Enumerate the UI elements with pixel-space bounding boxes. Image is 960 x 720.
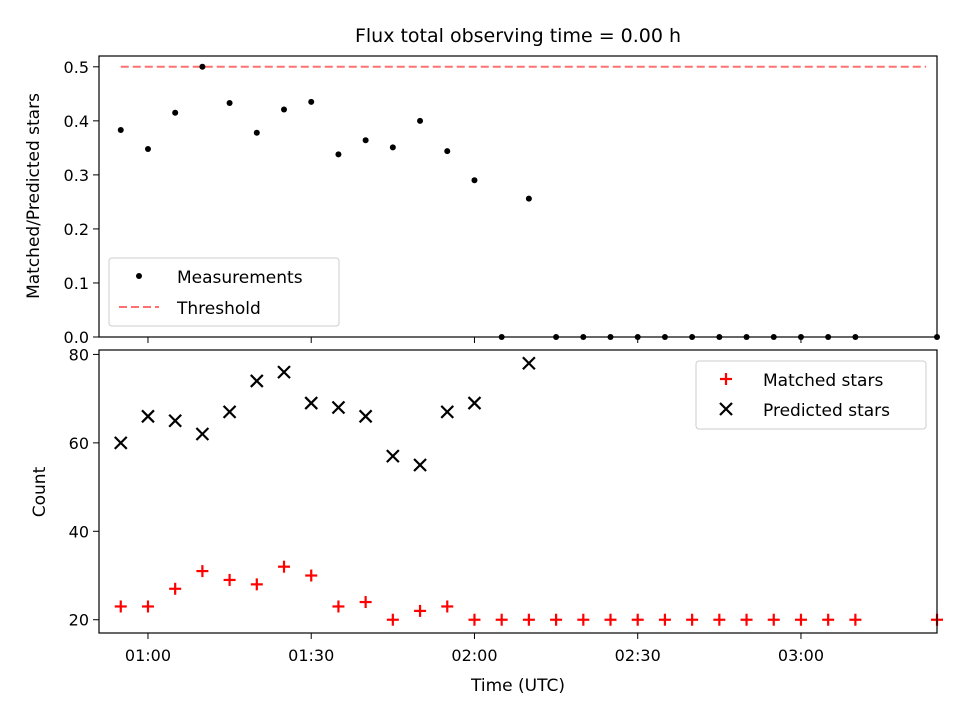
matched-star-point (550, 613, 563, 626)
measurement-point (117, 127, 124, 134)
measurement-point (199, 63, 206, 70)
matched-star-point (794, 613, 807, 626)
predicted-star-point (467, 396, 482, 410)
matched-star-point (441, 600, 454, 613)
bottom-y-axis-label: Count (30, 466, 50, 517)
predicted-star-point (195, 427, 210, 441)
measurement-point (362, 137, 369, 144)
matched-star-point (278, 560, 291, 573)
bottom-x-axis-label: Time (UTC) (470, 676, 565, 696)
matched-star-point (713, 613, 726, 626)
measurement-point (308, 98, 315, 105)
legend-matched-marker (720, 373, 732, 385)
predicted-star-point (386, 449, 400, 463)
top-legend-box (108, 257, 340, 327)
legend-predicted-label: Predicted stars (763, 401, 890, 421)
matched-star-point (359, 596, 372, 609)
matched-star-point (305, 569, 318, 582)
matched-star-point (169, 582, 182, 595)
measurement-point (525, 195, 532, 202)
top-panel-title: Flux total observing time = 0.00 h (355, 25, 681, 47)
top-legend: Measurements Threshold (108, 257, 340, 327)
matched-star-point (386, 613, 399, 626)
matched-star-point (141, 600, 154, 613)
matched-star-point (495, 613, 508, 626)
matched-star-point (740, 613, 753, 626)
predicted-star-point (168, 413, 182, 428)
measurement-point (144, 145, 151, 152)
bottom-legend-box (695, 360, 927, 430)
matched-star-point (631, 613, 644, 626)
top-y-tick-label: 0.0 (64, 328, 89, 347)
bottom-y-tick-label: 60 (69, 434, 89, 453)
legend-predicted-marker (719, 402, 733, 416)
bottom-x-ticks: 01:00 01:30 02:00 02:30 03:00 (125, 633, 824, 665)
top-y-tick-label: 0.4 (64, 112, 89, 131)
measurement-point (281, 106, 288, 113)
matched-star-point (522, 613, 535, 626)
predicted-star-point (304, 396, 318, 410)
matched-star-point (849, 613, 862, 626)
measurement-point (417, 117, 424, 124)
bottom-y-ticks: 20 40 60 80 (69, 345, 99, 630)
top-y-tick-label: 0.2 (64, 220, 89, 239)
matched-star-point (604, 613, 617, 626)
bottom-y-tick-label: 40 (69, 522, 89, 541)
top-plot-area (117, 63, 940, 340)
bottom-x-tick-label: 01:00 (125, 646, 171, 665)
matched-star-point (767, 613, 780, 626)
top-y-tick-label: 0.5 (64, 58, 89, 77)
top-x-ticks (147, 337, 802, 343)
bottom-x-tick-label: 01:30 (288, 646, 334, 665)
matched-star-point (332, 600, 345, 613)
top-y-ticks: 0.0 0.1 0.2 0.3 0.4 0.5 (64, 58, 99, 347)
measurement-point (335, 151, 342, 158)
matched-star-point (196, 565, 209, 578)
predicted-star-point (440, 405, 455, 419)
bottom-axes-frame (98, 349, 938, 634)
bottom-x-tick-label: 03:00 (778, 646, 824, 665)
bottom-x-tick-label: 02:00 (451, 646, 497, 665)
measurement-point (444, 148, 451, 155)
matched-star-point (822, 613, 835, 626)
matched-star-point (686, 613, 699, 626)
bottom-x-tick-label: 02:30 (615, 646, 661, 665)
top-panel: Flux total observing time = 0.00 h 0.00.… (24, 25, 940, 347)
top-y-tick-label: 0.1 (64, 274, 89, 293)
predicted-star-point (250, 374, 264, 388)
legend-matched-label: Matched stars (763, 371, 883, 391)
predicted-star-point (222, 405, 237, 419)
matched-star-point (468, 613, 481, 626)
predicted-star-point (113, 436, 128, 450)
matched-star-point (577, 613, 590, 626)
predicted-star-point (277, 365, 291, 379)
measurement-point (172, 109, 179, 116)
measurement-point (226, 100, 233, 107)
measurement-point (471, 177, 478, 184)
predicted-star-point (413, 458, 427, 472)
bottom-y-tick-label: 80 (69, 345, 89, 364)
measurement-point (389, 144, 396, 151)
measurement-point (253, 129, 260, 136)
legend-measurements-marker (136, 273, 142, 279)
matched-star-point (414, 604, 427, 617)
matched-star-point (223, 573, 236, 586)
legend-threshold-label: Threshold (176, 299, 261, 319)
bottom-panel: 20 40 60 80 01:00 01:30 02:00 02:30 03:00 Count… (30, 345, 943, 696)
matched-star-point (658, 613, 671, 626)
predicted-star-point (141, 409, 155, 424)
predicted-star-point (522, 356, 536, 371)
matched-star-point (250, 578, 263, 591)
predicted-star-point (358, 409, 373, 424)
top-axes-frame (98, 55, 938, 338)
top-y-axis-label: Matched/Predicted stars (24, 93, 44, 299)
predicted-star-point (331, 400, 346, 415)
matched-star-point (114, 600, 127, 613)
bottom-legend: Matched stars Predicted stars (695, 360, 927, 430)
top-y-tick-label: 0.3 (64, 166, 89, 185)
bottom-y-tick-label: 20 (69, 611, 89, 630)
legend-measurements-label: Measurements (177, 268, 303, 288)
